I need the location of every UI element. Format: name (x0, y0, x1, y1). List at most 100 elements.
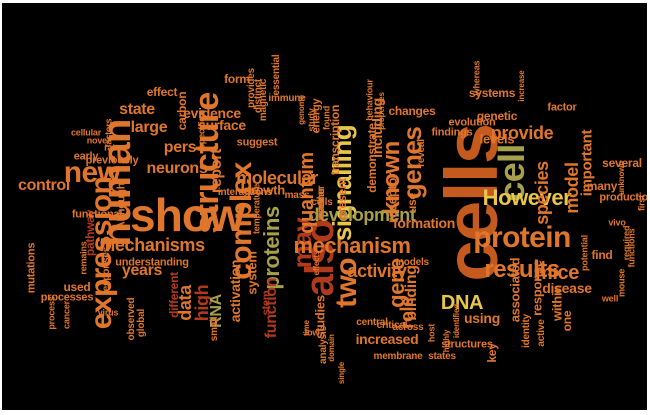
word-host: host (426, 323, 437, 343)
word-control: control (18, 177, 70, 194)
word-carbon: carbon (175, 91, 189, 131)
word-large: large (130, 119, 168, 136)
word-unknown: unknown (617, 161, 626, 195)
word-structures: structures (441, 338, 493, 351)
word-distinct: distinct (253, 79, 264, 113)
word-within: within (549, 285, 565, 321)
word-demonstrate: demonstrate (365, 123, 379, 193)
word-protein: protein (473, 221, 571, 254)
word-properties: properties (377, 92, 386, 130)
word-using: using (464, 310, 500, 326)
word-effects: effects (312, 250, 321, 276)
word-first: first (636, 194, 647, 212)
word-development: development (308, 205, 416, 225)
word-suggest: suggest (236, 136, 278, 149)
word-immune: immune (268, 93, 306, 104)
word-critical: critical (376, 320, 408, 331)
word-production: production (599, 191, 647, 204)
word-mass: mass (284, 190, 310, 201)
word-growth: growth (243, 182, 285, 198)
word-disease: disease (542, 280, 592, 296)
word-whereas: whereas (471, 60, 482, 96)
word-states: states (428, 351, 456, 362)
word-global: global (136, 308, 147, 338)
word-previously: previously (85, 154, 139, 167)
word-increased: increased (355, 331, 419, 347)
word-cellular: cellular (70, 127, 102, 138)
word-used: used (63, 280, 91, 294)
word-single: single (337, 361, 346, 385)
word-novel: novel (86, 135, 110, 146)
word-membrane: membrane (373, 351, 423, 362)
word-time: time (302, 320, 311, 336)
word-mice: mice (535, 262, 579, 284)
word-mouse: mouse (616, 268, 627, 298)
word-mechanism: mechanism (293, 233, 411, 258)
word-provide: provide (490, 123, 554, 143)
word-although: Although (115, 182, 128, 230)
word-temperature: temperature (251, 183, 262, 235)
word-functional: functional (71, 208, 123, 221)
word-identity: identity (521, 314, 532, 348)
word-behaviour: behaviour (364, 79, 375, 121)
word-rate: rate (104, 142, 120, 153)
word-remains: remains (78, 241, 89, 275)
word-genetic: genetic (476, 109, 518, 123)
word-activity: activity (347, 261, 407, 281)
word-surface: surface (198, 117, 246, 133)
word-essential: essential (271, 54, 282, 96)
word-cancer: cancer (61, 301, 72, 329)
word-responses: responses (101, 246, 112, 296)
word-early: early (73, 150, 99, 163)
word-reveal: reveal (416, 139, 427, 167)
word-receptor: receptor (384, 173, 400, 223)
word-present: present (335, 178, 349, 220)
word-study: study (306, 108, 317, 132)
word-specific: specific (196, 116, 207, 150)
word-across: across (392, 322, 424, 333)
word-associated: associated (507, 257, 523, 323)
word-use: use (405, 193, 419, 213)
word-mechanisms: mechanisms (99, 235, 205, 255)
word-stem: stem (260, 290, 273, 316)
word-many: many (586, 179, 618, 193)
word-central: central (356, 317, 388, 328)
word-observed: observed (126, 297, 137, 341)
word-years: years (121, 262, 163, 279)
word-results: results (484, 256, 560, 283)
word-identified: identified (452, 304, 461, 338)
word-functions: functions (626, 228, 637, 268)
word-processes: processes (40, 291, 94, 304)
word-factors: factors (103, 118, 114, 148)
word-dna: DNA (440, 292, 484, 314)
word-formation: formation (392, 215, 456, 231)
word-mutations: mutations (25, 242, 38, 294)
word-virus: virus (97, 307, 119, 318)
word-interactions: interactions (217, 187, 273, 198)
word-highly: highly (442, 329, 451, 353)
word-changes: changes (388, 104, 436, 118)
word-evidence: evidence (183, 105, 241, 121)
word-understanding: understanding (115, 256, 189, 269)
word-form: form (224, 72, 250, 86)
word-show: show (130, 189, 245, 241)
word-evolution: evolution (448, 116, 496, 129)
word-effect: effect (146, 85, 178, 99)
word-models: models (395, 257, 429, 268)
word-binding: binding (403, 265, 420, 321)
word-however: However (482, 185, 572, 210)
word-small: small (209, 316, 220, 342)
word-process: process (46, 296, 57, 330)
word-vivo: vivo (608, 217, 626, 228)
word-state: state (119, 101, 155, 118)
word-molecular: molecular (236, 168, 318, 188)
word-findings: findings (431, 126, 473, 139)
word-factor: factor (547, 101, 577, 114)
word-found: found (321, 105, 332, 131)
word-genome: genome (297, 95, 306, 125)
word-several: several (602, 156, 642, 170)
word-response: response (529, 260, 545, 316)
word-new: new (63, 156, 121, 189)
word-activation: activation (227, 259, 243, 323)
word-systems: systems (468, 86, 516, 100)
